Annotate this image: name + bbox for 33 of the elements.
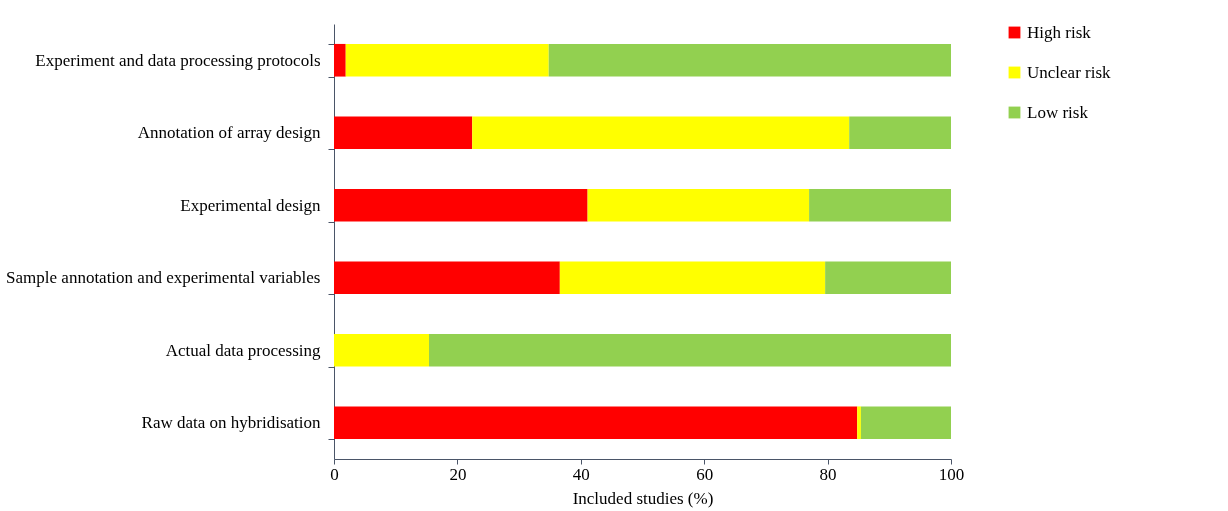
bar <box>472 116 850 150</box>
bar <box>587 188 810 222</box>
bar <box>334 333 430 367</box>
legend-label: High risk <box>1027 22 1092 42</box>
y-tick-label: Actual data processing <box>165 340 321 360</box>
y-tick-label: Experiment and data processing protocols <box>35 50 321 70</box>
x-tick-label: 40 <box>572 464 590 484</box>
y-tick-label: Sample annotation and experimental variables <box>6 268 321 288</box>
x-tick-label: 20 <box>449 464 467 484</box>
bar <box>825 261 951 295</box>
x-tick-label: 0 <box>330 464 339 484</box>
legend-label: Unclear risk <box>1027 62 1112 82</box>
y-tick-label: Experimental design <box>180 195 321 215</box>
x-tick-label: 80 <box>819 464 837 484</box>
bar <box>809 188 951 222</box>
x-axis-title: Included studies (%) <box>572 488 714 508</box>
bar <box>559 261 826 295</box>
y-tick-label: Raw data on hybridisation <box>141 413 321 433</box>
bar <box>857 406 861 440</box>
bar <box>860 406 951 440</box>
bar <box>334 116 473 150</box>
bar <box>334 43 346 77</box>
bar <box>334 188 588 222</box>
legend-label: Low risk <box>1027 102 1089 122</box>
bar <box>334 261 560 295</box>
bar <box>345 43 549 77</box>
x-tick-label: 60 <box>696 464 714 484</box>
bar <box>849 116 951 150</box>
y-tick-label: Annotation of array design <box>137 123 321 143</box>
x-tick-label: 100 <box>938 464 965 484</box>
bar <box>548 43 951 77</box>
bar <box>429 333 951 367</box>
bar <box>334 406 858 440</box>
